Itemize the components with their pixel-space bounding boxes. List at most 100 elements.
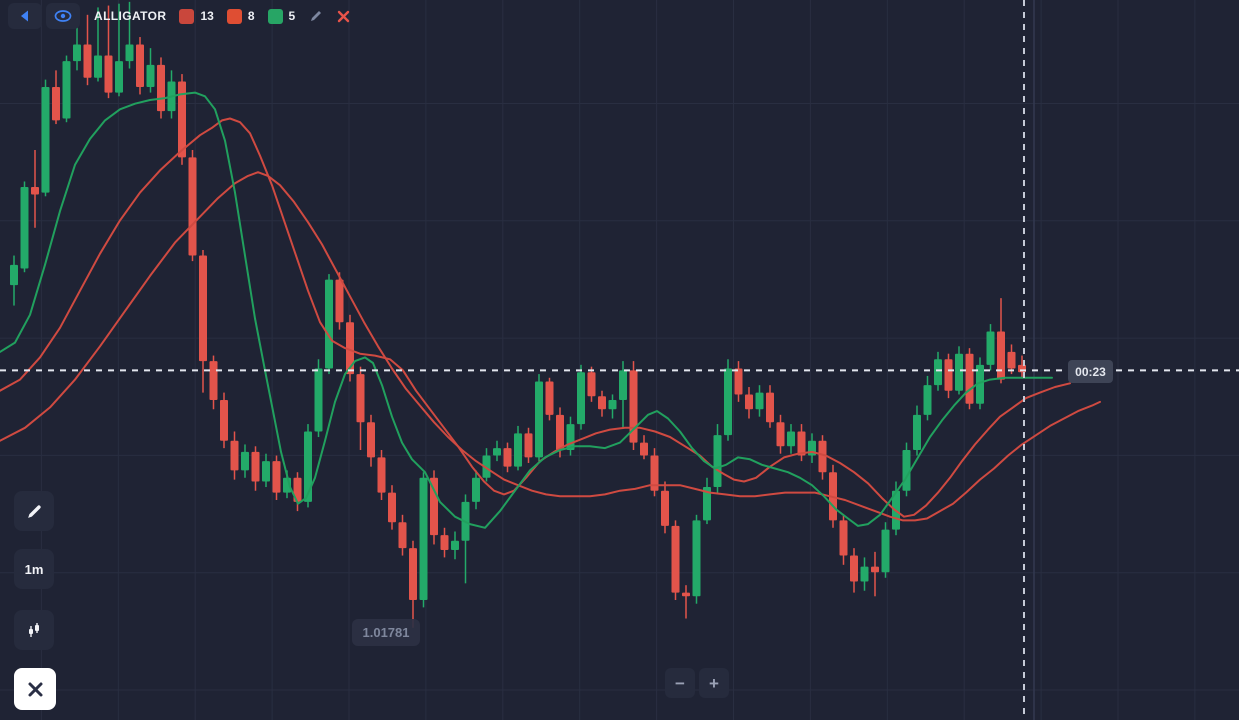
candle-body	[545, 381, 554, 415]
candle-body	[136, 44, 144, 88]
indicator-period-chip: 13	[179, 8, 214, 24]
candle-body	[178, 81, 186, 158]
pencil-icon	[311, 11, 322, 21]
candle-body	[703, 487, 711, 521]
candle-body	[1007, 351, 1016, 369]
expiry-countdown-label: 00:23	[1068, 360, 1113, 383]
candle-body	[199, 255, 207, 362]
candle-body	[73, 44, 81, 62]
period-value: 13	[200, 9, 214, 23]
candle-body	[451, 540, 459, 550]
eye-icon	[54, 10, 72, 22]
price-low-label: 1.01781	[352, 619, 420, 646]
candle-body	[797, 431, 806, 456]
indicator-remove-button[interactable]	[337, 10, 350, 23]
candle-body	[188, 157, 197, 256]
candle-body	[20, 187, 29, 269]
candle-body	[934, 359, 942, 386]
candle-body	[52, 87, 60, 121]
candle-body	[839, 520, 848, 556]
candle-body	[419, 477, 428, 600]
candle-body	[31, 187, 39, 195]
candle-body	[913, 414, 921, 450]
draw-tool-button[interactable]	[14, 491, 54, 531]
candle-body	[251, 451, 260, 482]
candle-body	[535, 381, 543, 458]
candle-body	[850, 555, 858, 582]
candle-body	[293, 477, 302, 502]
candle-body	[640, 442, 648, 456]
candle-body	[986, 331, 995, 365]
plus-icon: +	[709, 673, 719, 693]
timeframe-label: 1m	[24, 561, 44, 577]
zoom-in-button[interactable]: +	[699, 668, 729, 698]
candle-body	[356, 374, 365, 423]
candle-body	[482, 455, 491, 478]
candle-body	[682, 592, 690, 597]
candle-body	[314, 368, 323, 432]
candle-body	[10, 264, 18, 286]
candle-body	[713, 435, 722, 488]
drawing-tools-button[interactable]	[14, 668, 56, 710]
candle-body	[734, 368, 743, 395]
candle-body	[923, 385, 932, 415]
candle-body	[524, 433, 533, 458]
candle-body	[619, 370, 627, 400]
chart-type-button[interactable]	[14, 610, 54, 650]
minus-icon: −	[675, 673, 685, 693]
candle-body	[377, 457, 386, 493]
candle-body	[262, 461, 270, 482]
candle-body	[503, 448, 512, 467]
period-value: 5	[288, 9, 296, 23]
candle-body	[41, 87, 50, 193]
candle-body	[157, 64, 165, 112]
pencil-icon	[27, 504, 41, 518]
candle-body	[976, 364, 984, 404]
candle-body	[577, 372, 585, 425]
candle-body	[472, 477, 480, 502]
candle-body	[388, 492, 396, 523]
candle-body	[818, 440, 827, 473]
candle-body	[944, 359, 953, 391]
indicator-legend: ALLIGATOR 13 8 5	[94, 8, 296, 24]
indicator-name: ALLIGATOR	[94, 9, 167, 23]
visibility-button[interactable]	[46, 3, 80, 29]
candle-body	[629, 370, 638, 443]
close-icon	[338, 10, 350, 22]
candle-body	[860, 566, 869, 582]
candle-body	[398, 522, 407, 549]
candle-body	[220, 400, 228, 441]
candle-body	[325, 279, 333, 369]
back-icon	[21, 10, 28, 22]
candle-body	[955, 353, 963, 391]
candle-body	[304, 431, 312, 502]
indicator-period-chip: 5	[267, 8, 296, 24]
candle-body	[493, 448, 501, 456]
candle-body	[598, 396, 606, 410]
candle-body	[367, 422, 375, 458]
candle-body	[94, 55, 102, 78]
zoom-out-button[interactable]: −	[665, 668, 695, 698]
candle-body	[146, 64, 155, 88]
candle-body	[104, 55, 113, 93]
alligator-lips-line	[0, 91, 1053, 529]
indicator-edit-button[interactable]	[309, 9, 323, 23]
candle-body	[230, 440, 239, 471]
candle-body	[62, 61, 71, 119]
candle-body	[755, 392, 764, 410]
candle-body	[661, 490, 669, 526]
timeframe-button[interactable]: 1m	[14, 549, 54, 589]
indicator-period-chip: 8	[226, 8, 255, 24]
candle-body	[965, 353, 974, 404]
candle-body	[125, 44, 134, 62]
candle-body	[241, 451, 249, 471]
back-button[interactable]	[8, 3, 42, 29]
candle-body	[787, 431, 795, 447]
candle-body	[608, 400, 617, 410]
candle-body	[724, 368, 732, 436]
candle-body	[335, 279, 344, 323]
candle-body	[440, 535, 449, 550]
